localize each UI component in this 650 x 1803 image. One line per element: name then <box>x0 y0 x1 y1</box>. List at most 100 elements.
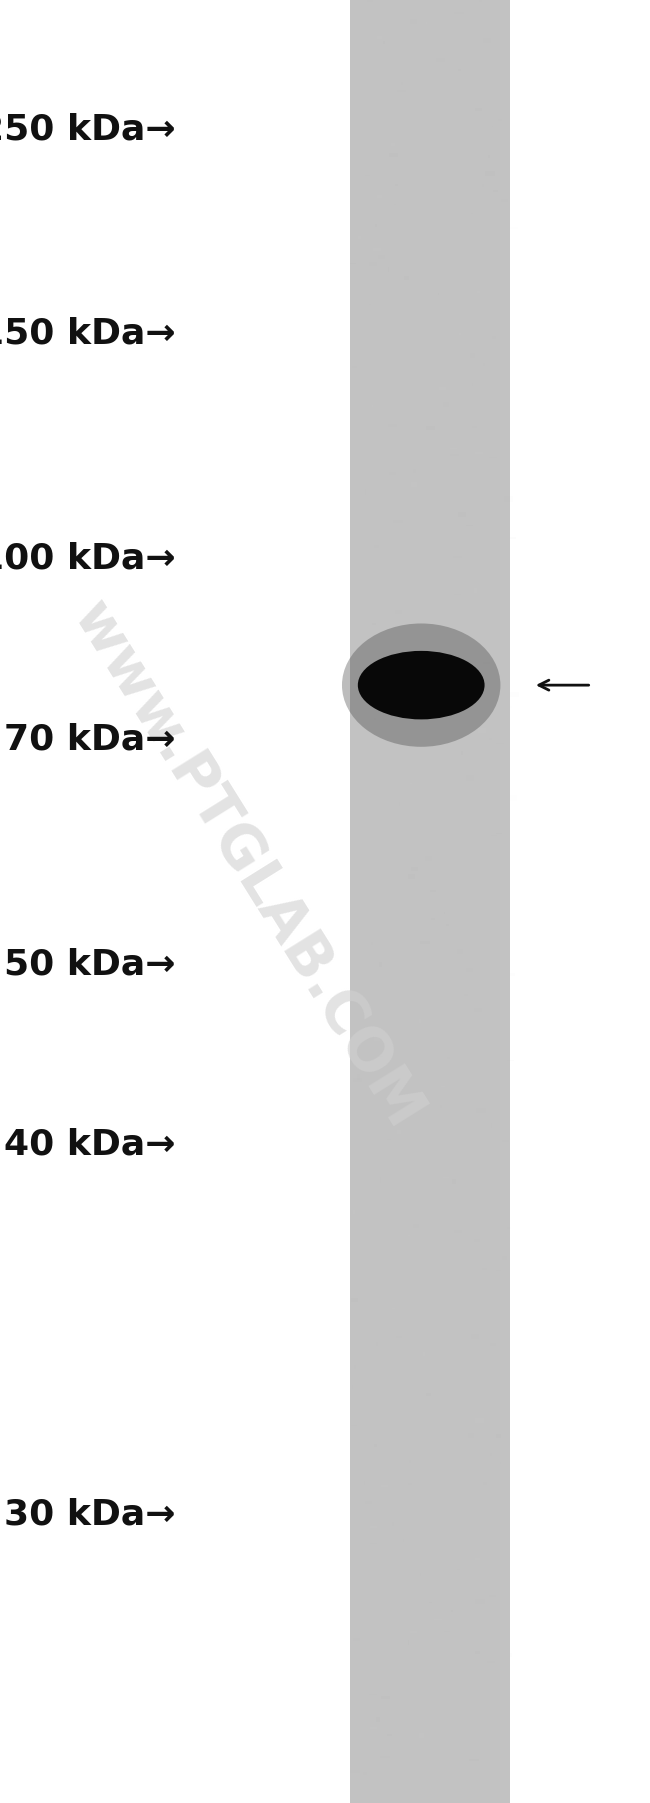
Bar <box>370 1727 377 1729</box>
Bar <box>374 1444 378 1446</box>
Bar <box>432 918 435 920</box>
Bar <box>420 941 430 945</box>
Bar <box>380 1756 389 1758</box>
Bar <box>352 1385 353 1388</box>
Bar <box>358 236 361 240</box>
Bar <box>466 775 474 781</box>
Bar <box>376 1716 380 1722</box>
Bar <box>374 224 378 227</box>
Text: 50 kDa→: 50 kDa→ <box>4 948 176 981</box>
Bar <box>440 1105 443 1109</box>
Bar <box>500 957 502 959</box>
Bar <box>413 568 415 572</box>
Bar <box>380 1177 381 1183</box>
Bar <box>413 1657 420 1659</box>
Bar <box>452 1610 453 1612</box>
Bar <box>400 1309 401 1311</box>
Text: 30 kDa→: 30 kDa→ <box>4 1498 176 1531</box>
Bar <box>435 1460 445 1466</box>
Bar <box>447 925 448 927</box>
Bar <box>502 1118 509 1121</box>
Bar <box>472 384 473 386</box>
Bar <box>441 806 448 810</box>
Bar <box>401 889 410 892</box>
Bar <box>426 1394 432 1396</box>
Bar <box>447 1057 450 1058</box>
Bar <box>469 842 474 844</box>
Bar <box>391 671 394 676</box>
Bar <box>495 23 504 27</box>
Bar <box>474 588 477 593</box>
Bar <box>404 276 409 281</box>
Bar <box>463 393 467 395</box>
Bar <box>419 1733 424 1738</box>
Bar <box>422 1352 425 1356</box>
Text: 150 kDa→: 150 kDa→ <box>0 317 176 350</box>
Bar <box>408 874 415 878</box>
Bar <box>374 1035 380 1040</box>
Bar <box>485 171 495 175</box>
Bar <box>484 1482 488 1486</box>
Bar <box>462 1235 470 1240</box>
Bar <box>483 38 491 43</box>
Bar <box>387 1350 393 1354</box>
Bar <box>387 1733 392 1736</box>
Bar <box>506 1653 512 1657</box>
Bar <box>508 795 517 801</box>
Bar <box>475 108 482 110</box>
Bar <box>420 7 424 9</box>
Bar <box>380 963 382 966</box>
Bar <box>439 388 446 389</box>
Bar <box>430 891 436 892</box>
Bar <box>399 1570 404 1574</box>
Bar <box>493 449 502 451</box>
Bar <box>475 1599 485 1603</box>
Bar <box>354 1365 356 1368</box>
Bar <box>502 1257 507 1260</box>
Bar <box>506 1226 511 1230</box>
Bar <box>496 1433 501 1437</box>
Bar <box>437 819 446 824</box>
Text: 40 kDa→: 40 kDa→ <box>4 1129 176 1161</box>
Bar <box>496 743 504 745</box>
Bar <box>466 968 473 972</box>
Bar <box>447 108 450 110</box>
Bar <box>391 142 395 146</box>
Bar <box>432 164 436 168</box>
Bar <box>508 707 512 709</box>
Bar <box>389 153 398 157</box>
Bar <box>363 1772 367 1774</box>
Bar <box>382 1239 389 1244</box>
Bar <box>469 1760 478 1762</box>
Bar <box>408 1482 412 1486</box>
Bar <box>393 52 400 56</box>
Bar <box>457 950 463 954</box>
Bar <box>398 802 400 806</box>
Text: 100 kDa→: 100 kDa→ <box>0 543 176 575</box>
Bar <box>373 249 382 251</box>
Bar <box>482 662 490 664</box>
Bar <box>507 974 515 975</box>
Bar <box>369 146 372 150</box>
Bar <box>443 402 449 407</box>
Bar <box>397 1129 401 1134</box>
Bar <box>395 1249 398 1253</box>
Bar <box>367 169 375 173</box>
Bar <box>384 743 386 746</box>
Bar <box>370 1525 376 1529</box>
Bar <box>480 1226 488 1230</box>
Bar <box>411 483 417 487</box>
Bar <box>499 348 504 353</box>
Bar <box>402 1540 404 1542</box>
Bar <box>461 750 463 755</box>
Bar <box>504 496 513 501</box>
Bar <box>400 83 404 85</box>
Bar <box>452 1179 456 1185</box>
Bar <box>468 1433 474 1439</box>
Bar <box>470 353 474 359</box>
Bar <box>510 537 515 539</box>
Bar <box>352 366 357 368</box>
Bar <box>483 364 485 366</box>
Bar <box>489 1596 496 1597</box>
Bar <box>365 489 366 494</box>
